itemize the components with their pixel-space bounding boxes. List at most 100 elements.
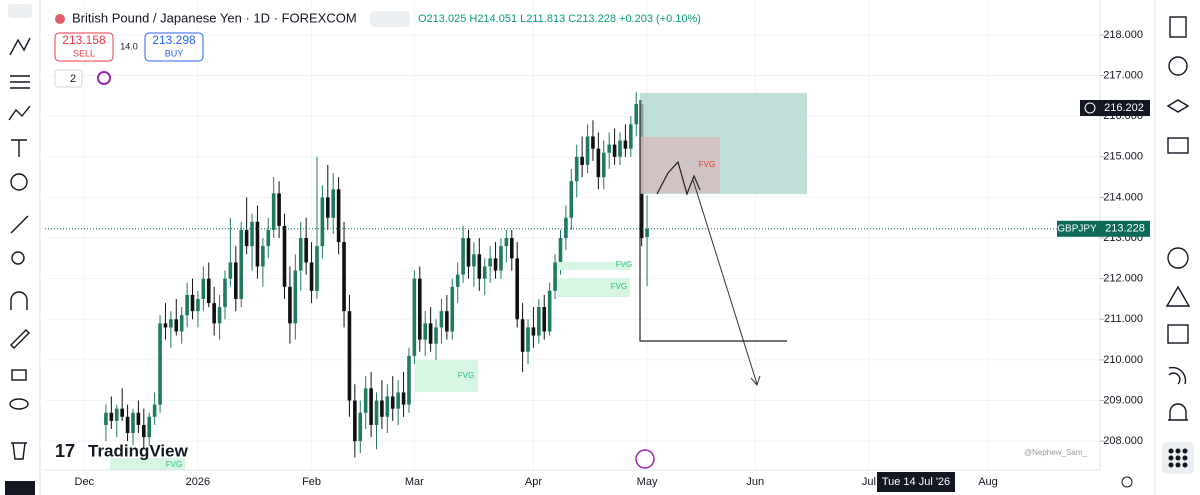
symbol-title[interactable]: British Pound / Japanese Yen · 1D · FORE… [72, 10, 357, 25]
level-line[interactable] [639, 100, 787, 342]
candle-body [282, 225, 287, 287]
candle-body [645, 228, 649, 238]
spread: 14.0 [120, 41, 138, 51]
candle-body [520, 319, 525, 352]
candle-body [179, 315, 184, 332]
fvg-zone[interactable] [557, 262, 630, 270]
tool-ruler[interactable] [10, 215, 29, 234]
candle-body [293, 270, 298, 324]
candle-body [401, 392, 406, 405]
sell-price: 213.158 [62, 33, 106, 47]
candle-body [223, 278, 227, 308]
candle-body [174, 319, 179, 332]
tool-lock-draw[interactable] [10, 329, 30, 349]
candle-body [601, 152, 606, 178]
y-tick-label: 209.000 [1103, 394, 1143, 406]
candle-body [109, 412, 114, 421]
candle-body [288, 286, 292, 324]
axes: 208.000209.000210.000211.000212.000213.0… [75, 29, 1150, 488]
ideas[interactable] [1167, 247, 1189, 269]
candle-body [131, 412, 135, 434]
logo[interactable]: TradingView [88, 441, 189, 460]
candle-body [504, 238, 509, 247]
fvg-zone[interactable] [557, 278, 630, 297]
x-tick-label: May [637, 476, 658, 488]
symbol-tag: GBPJPY [1057, 223, 1097, 234]
calendar[interactable] [1167, 324, 1189, 344]
indicator-toggle[interactable] [54, 69, 83, 88]
candle-body [591, 136, 595, 149]
fvg-label: FVG [611, 282, 627, 291]
candle-body [217, 307, 222, 324]
candle-body [369, 388, 373, 425]
y-tick-label: 217.000 [1103, 69, 1143, 81]
sync-icon[interactable] [97, 71, 111, 85]
y-tick-label: 215.000 [1103, 151, 1143, 163]
notifications[interactable] [1168, 403, 1188, 421]
tool-magnet[interactable] [10, 291, 28, 310]
candle-body [618, 140, 622, 157]
buy-button[interactable] [144, 32, 204, 62]
candle-body [261, 246, 265, 267]
add-alert-icon[interactable] [1084, 102, 1096, 114]
screener[interactable] [1165, 285, 1191, 307]
tool-tree[interactable] [5, 481, 35, 495]
candle-body [607, 144, 611, 153]
fvg-zone[interactable] [415, 360, 478, 392]
tool-trash[interactable] [11, 442, 27, 460]
watchlist[interactable] [1169, 16, 1187, 38]
tool-eye[interactable] [9, 398, 29, 410]
candle-body [266, 229, 271, 247]
candle-body [461, 238, 465, 275]
candle-body [185, 294, 189, 316]
candle-body [325, 197, 330, 218]
tool-pattern[interactable] [8, 105, 31, 121]
candle-body [212, 303, 216, 324]
candle-body [596, 148, 601, 178]
buy-label: BUY [165, 48, 184, 58]
tool-trend[interactable] [9, 37, 31, 56]
candle-body [412, 278, 417, 356]
candle-body [142, 424, 146, 438]
candle-body [509, 238, 514, 259]
y-tick-label: 214.000 [1103, 191, 1143, 203]
sell-label: SELL [73, 48, 95, 58]
arrow[interactable] [692, 179, 758, 385]
event-icon[interactable] [635, 449, 655, 469]
candle-body [542, 307, 547, 332]
candle-body [304, 238, 308, 263]
candle-body [417, 278, 422, 340]
chat[interactable] [1167, 137, 1189, 154]
candle-body [564, 217, 568, 239]
tool-cursor[interactable] [8, 4, 32, 18]
candle-body [466, 238, 471, 267]
tool-text[interactable] [11, 139, 27, 157]
streams[interactable] [1168, 366, 1187, 385]
zigzag[interactable] [656, 160, 701, 196]
candle-body [336, 189, 341, 243]
y-tick-label: 211.000 [1104, 313, 1143, 325]
candle-body [315, 246, 319, 291]
y-tick-label: 212.000 [1103, 273, 1143, 285]
settings-icon[interactable] [1121, 476, 1133, 488]
tool-lock[interactable] [11, 369, 27, 381]
fvg-zone[interactable] [640, 137, 720, 193]
x-tick-label: Jul [862, 476, 876, 488]
tool-zoom[interactable] [11, 251, 25, 265]
tool-emoji[interactable] [10, 173, 28, 191]
alerts[interactable] [1168, 56, 1188, 76]
tool-fib[interactable] [10, 75, 30, 89]
candle-body [423, 323, 428, 340]
y-tick-label: 210.000 [1103, 354, 1143, 366]
fvg-zone[interactable] [110, 458, 185, 470]
candle-body [271, 193, 276, 230]
sell-button[interactable] [54, 32, 114, 62]
x-tick-label: Jun [746, 476, 764, 488]
layers[interactable] [1166, 99, 1190, 113]
visibility-toggle[interactable] [370, 11, 410, 27]
logo-mark: 17 [55, 441, 75, 461]
candle-body [353, 400, 357, 442]
candle-body [147, 416, 152, 438]
candle-body [580, 156, 584, 165]
last-price-badge [1057, 220, 1150, 237]
